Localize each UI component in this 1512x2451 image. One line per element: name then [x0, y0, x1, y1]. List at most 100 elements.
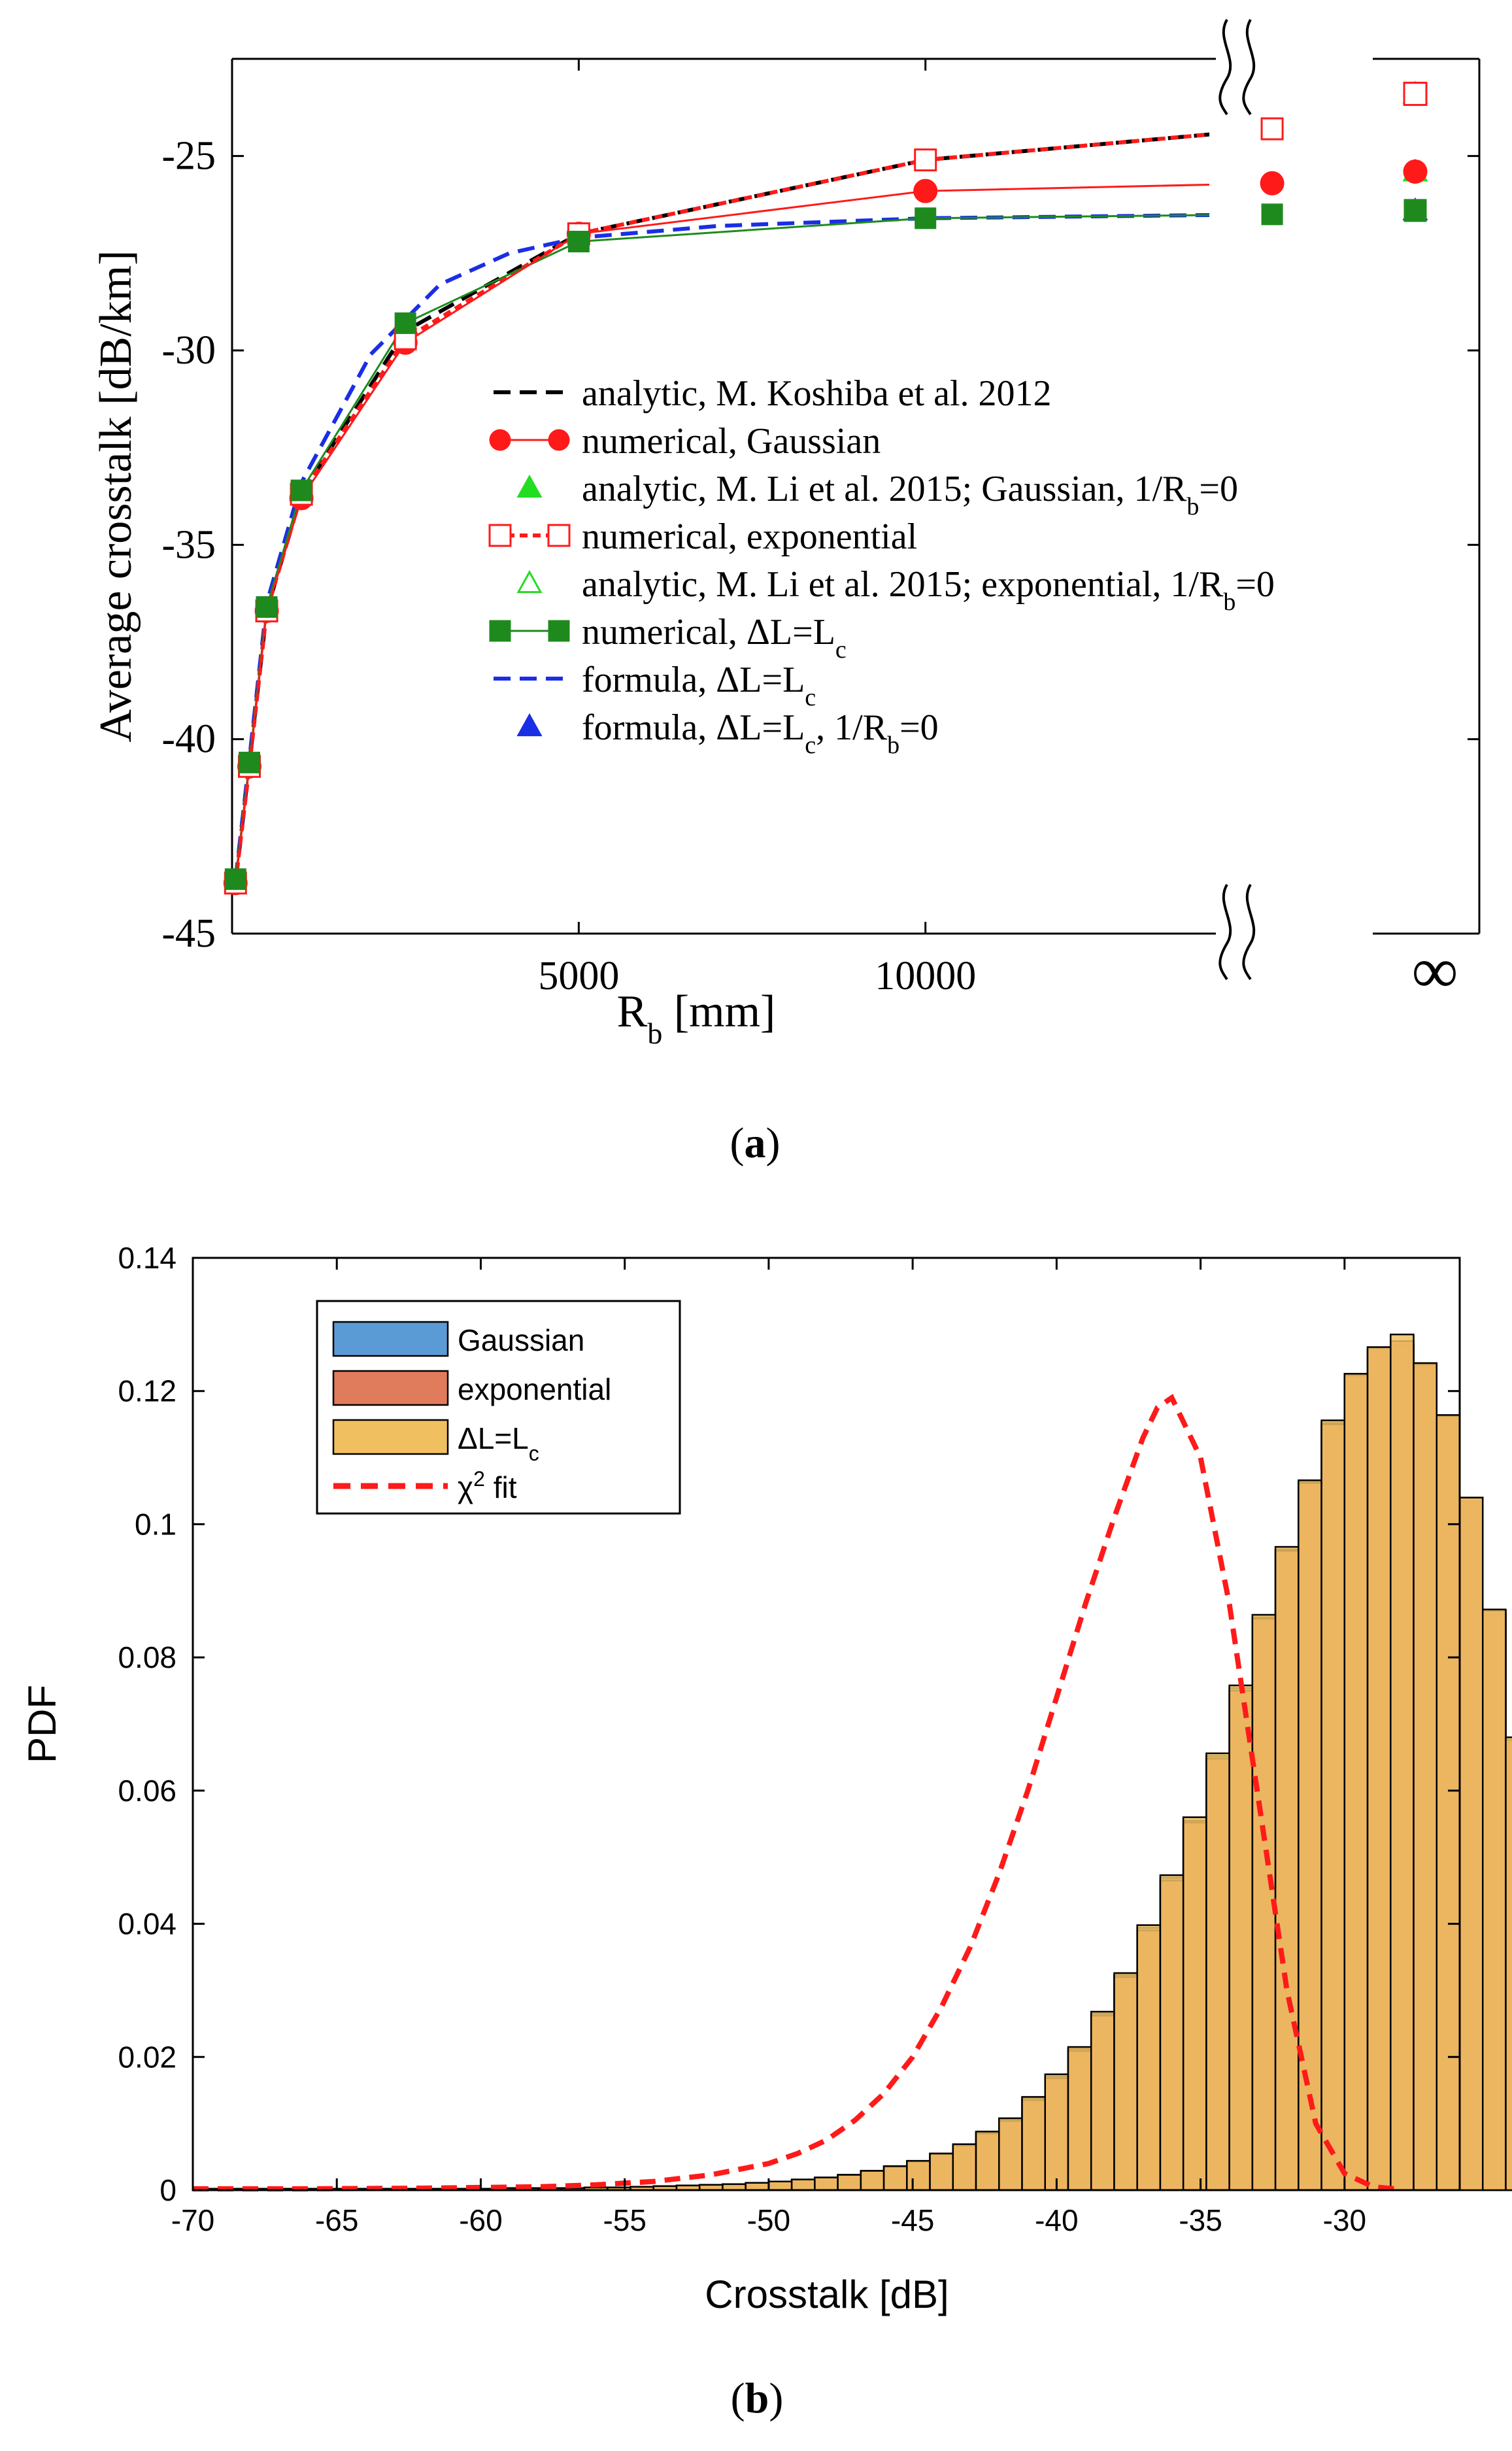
panel-b-xtick-label: -60: [459, 2203, 502, 2237]
histogram-bar: [906, 2159, 931, 2191]
panel-a-ytick-label: -35: [161, 522, 216, 567]
panel-b-frame: [192, 1257, 1461, 2191]
panel-b-legend-entry: ΔL=Lc: [332, 1419, 539, 1465]
legend-label: ΔL=Lc: [458, 1421, 539, 1465]
panel-b-ytick-label: 0.06: [118, 1774, 176, 1808]
panel-b-xtick-label: -30: [1323, 2203, 1366, 2237]
histogram-bar: [1113, 1972, 1138, 2191]
histogram-bar: [1436, 1414, 1461, 2191]
panel-b-ytick-label: 0.02: [118, 2040, 176, 2074]
histogram-bar: [860, 2170, 885, 2191]
legend-label: numerical, ΔL=Lc: [582, 612, 847, 664]
legend-label: analytic, M. Koshiba et al. 2012: [582, 373, 1052, 414]
histogram-bar: [1274, 1546, 1300, 2191]
panel-a-infinity-point-4: [1403, 159, 1428, 184]
legend-marker: [488, 524, 512, 547]
histogram-bar: [790, 2178, 816, 2191]
panel-a-legend: analytic, M. Koshiba et al. 2012 numerica…: [488, 373, 1275, 759]
histogram-bar: [1298, 1479, 1322, 2191]
panel-a-xtick-label: 10000: [875, 954, 976, 998]
panel-b-ytick-label: 0.1: [135, 1507, 176, 1541]
panel-a-infinity-label: ∞: [1411, 934, 1458, 1007]
panel-b-chi2-fit-line: [193, 1393, 1403, 2192]
legend-label: analytic, M. Li et al. 2015; Gaussian, 1…: [582, 469, 1238, 520]
panel-a-xtick-label: 5000: [538, 954, 619, 998]
panel-a-point-series-3: [914, 148, 937, 172]
panel-a-point-series-2: [913, 178, 938, 203]
panel-a-axis-break-top: [1218, 18, 1256, 116]
histogram-bar: [882, 2165, 908, 2191]
panel-a-ytick-label: -25: [161, 134, 216, 178]
panel-a-legend-entry: formula, ΔL=Lc, 1/Rb=0: [516, 707, 939, 759]
panel-b: 0 0.02 0.04 0.06 0.08 0.1 0.12 0.14 -70 -65 -60 -55…: [20, 1241, 1512, 2422]
panel-a-ylabel: Average crosstalk [dB/km]: [91, 250, 141, 743]
histogram-bar: [1366, 1346, 1392, 2191]
panel-b-legend-entry: Gaussian: [332, 1321, 584, 1357]
histogram-bar: [1159, 1874, 1184, 2191]
histogram-bar: [1136, 1924, 1162, 2191]
legend-swatch: [332, 1370, 449, 1406]
panel-b-caption: (b): [731, 2375, 784, 2422]
legend-marker: [547, 524, 571, 547]
legend-marker: [548, 429, 570, 451]
panel-b-ytick-label: 0.14: [118, 1241, 176, 1275]
histogram-bar: [1343, 1372, 1369, 2191]
histogram-bar: [1481, 1608, 1507, 2191]
panel-a-ytick-label: -40: [161, 717, 216, 762]
histogram-bar: [1390, 1333, 1415, 2191]
panel-a-point-series-2: [1260, 171, 1285, 195]
legend-label: numerical, exponential: [582, 516, 917, 557]
panel-a-point-series-4: [915, 207, 937, 229]
histogram-bar: [1505, 1736, 1512, 2191]
histogram-bar: [767, 2180, 793, 2191]
panel-a-point-series-4: [224, 868, 246, 890]
panel-a-axis-break-bottom: [1218, 883, 1256, 981]
panel-a-legend-entry: numerical, Gaussian: [489, 421, 881, 462]
panel-a-ytick-label: -45: [161, 911, 216, 956]
histogram-bar: [1021, 2096, 1046, 2191]
panel-a-legend-entry: analytic, M. Li et al. 2015; exponential…: [516, 564, 1275, 616]
panel-a-caption: (a): [730, 1119, 781, 1167]
histogram-bar: [745, 2182, 770, 2191]
panel-a-infinity-point-5: [1403, 82, 1428, 107]
panel-b-xlabel: Crosstalk [dB]: [705, 2273, 949, 2316]
panel-b-xtick-label: -45: [891, 2203, 934, 2237]
panel-a-legend-entry: numerical, ΔL=Lc: [489, 612, 847, 664]
panel-b-ytick-label: 0.08: [118, 1640, 176, 1674]
legend-label: χ2 fit: [458, 1467, 517, 1504]
panel-b-ylabel: PDF: [20, 1685, 64, 1763]
legend-label: numerical, Gaussian: [582, 421, 881, 462]
histogram-bar: [1182, 1816, 1207, 2191]
legend-marker: [489, 620, 511, 642]
panel-a-point-series-4: [394, 312, 416, 334]
panel-a-series-line-2: [234, 183, 1209, 883]
histogram-bar: [929, 2152, 954, 2191]
panel-a-point-series-4: [256, 596, 278, 618]
histogram-bar: [1067, 2046, 1092, 2191]
histogram-bar: [998, 2117, 1023, 2191]
legend-label: analytic, M. Li et al. 2015; exponential…: [582, 564, 1275, 616]
panel-a-legend-entry: formula, ΔL=Lc: [494, 660, 816, 711]
panel-b-xtick-label: -70: [171, 2203, 214, 2237]
panel-a-legend-entry: analytic, M. Li et al. 2015; Gaussian, 1…: [516, 469, 1238, 520]
legend-marker: [489, 429, 511, 451]
histogram-bar: [1044, 2073, 1069, 2191]
histogram-bar: [1320, 1419, 1346, 2191]
panel-b-ytick-label: 0.12: [118, 1374, 176, 1408]
panel-a-point-series-3: [1260, 117, 1284, 141]
legend-swatch: [332, 1321, 449, 1357]
panel-a-plot-area: [233, 132, 1209, 884]
panel-a-series-line-3: [233, 132, 1209, 884]
panel-a: -45 -40 -35 -30 -25 5000 10000 ∞ Rb [mm] Average …: [91, 18, 1481, 1167]
legend-label: Gaussian: [458, 1323, 584, 1357]
panel-b-ytick-label: 0: [160, 2173, 176, 2207]
histogram-bar: [1413, 1362, 1438, 2191]
legend-label: exponential: [458, 1372, 611, 1406]
panel-b-legend-entry: χ2 fit: [333, 1467, 517, 1504]
legend-marker: [516, 713, 543, 737]
panel-b-xtick-label: -40: [1035, 2203, 1078, 2237]
panel-a-xlabel: Rb [mm]: [617, 987, 776, 1050]
legend-marker: [516, 569, 543, 594]
panel-a-point-series-4: [567, 230, 590, 252]
